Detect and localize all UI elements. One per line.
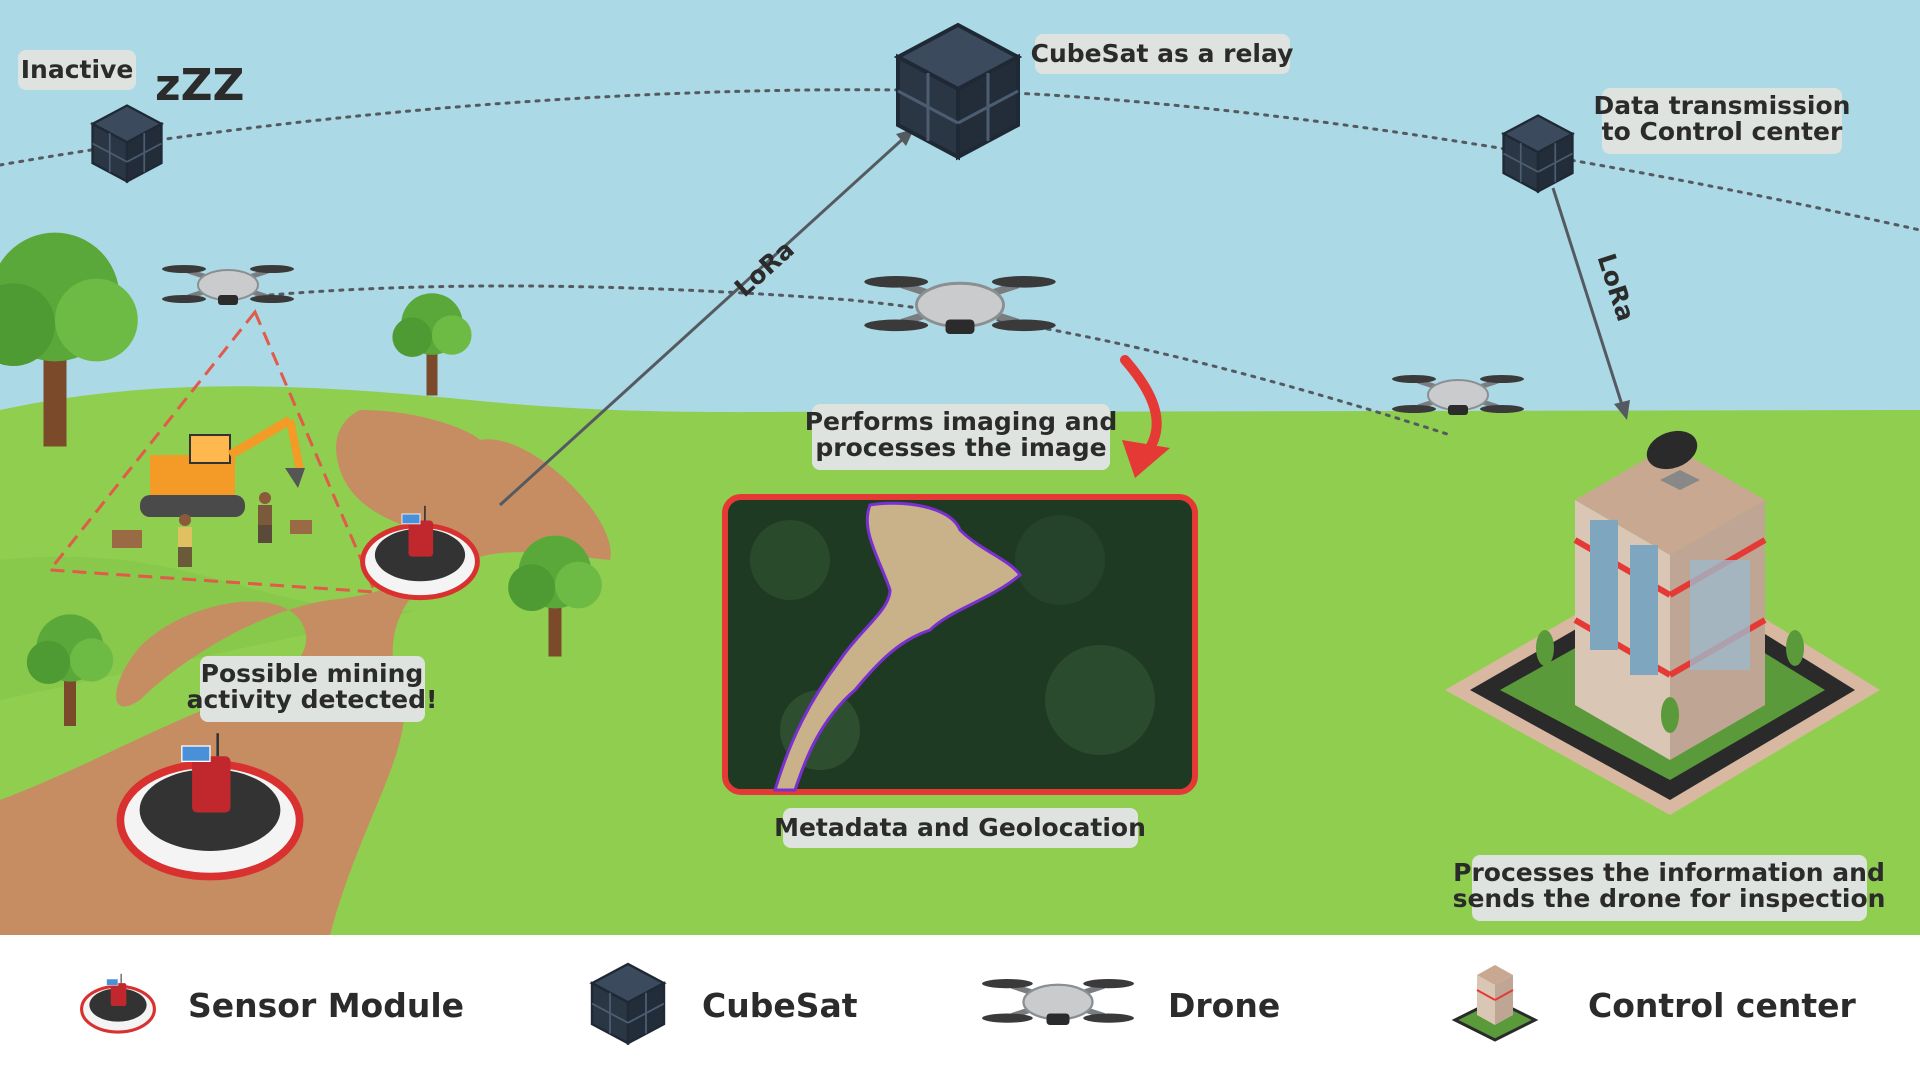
processes-line1: Processes the information and: [1453, 858, 1885, 887]
control-center-building: [1445, 430, 1880, 815]
data-transmission-label-bg: [1602, 88, 1842, 154]
metadata-label: Metadata and Geolocation: [774, 813, 1146, 842]
metadata-label-bg: [783, 808, 1138, 848]
legend-control-center-label: Control center: [1588, 986, 1856, 1025]
control-center-icon: [1451, 965, 1539, 1042]
red-curved-arrow: [1120, 355, 1170, 478]
building-trees: [1536, 630, 1804, 733]
mining-line2: activity detected!: [187, 685, 438, 714]
inactive-label-bg: [18, 50, 136, 90]
legend-background: [0, 935, 1920, 1080]
cubesat-relay-label: CubeSat as a relay: [1031, 39, 1294, 68]
sleep-zzz: zZZ: [155, 60, 244, 111]
satellite-image: [722, 494, 1198, 795]
imaging-line1: Performs imaging and: [805, 407, 1118, 436]
tree-stumps: [112, 520, 312, 548]
imaging-label-bg: [812, 404, 1110, 470]
legend: Sensor Module CubeSat Drone Control cent…: [0, 935, 1920, 1080]
legend-drone-label: Drone: [1168, 986, 1280, 1025]
processes-line2: sends the drone for inspection: [1453, 884, 1886, 913]
mining-site-outline: [772, 501, 1022, 792]
drone-scan-area: [47, 309, 378, 594]
drone-flight-path: [268, 284, 1452, 437]
mining-workers: [178, 492, 272, 567]
legend-sensor-label: Sensor Module: [188, 986, 464, 1025]
cubesat-relay-label-bg: [1035, 34, 1290, 74]
mining-line1: Possible mining: [201, 659, 424, 688]
mining-label-bg: [200, 656, 425, 722]
processes-label-bg: [1472, 855, 1867, 921]
dirt-path-upper: [336, 410, 480, 530]
cubesat-orbit: [0, 88, 1920, 232]
inactive-label: Inactive: [21, 55, 134, 84]
data-transmission-line2: to Control center: [1602, 117, 1843, 146]
legend-cubesat-label: CubeSat: [702, 986, 858, 1025]
data-transmission-line1: Data transmission: [1594, 91, 1851, 120]
imaging-line2: processes the image: [815, 433, 1106, 462]
lora-downlink-arrow: [1551, 187, 1630, 420]
excavator: [140, 416, 305, 517]
